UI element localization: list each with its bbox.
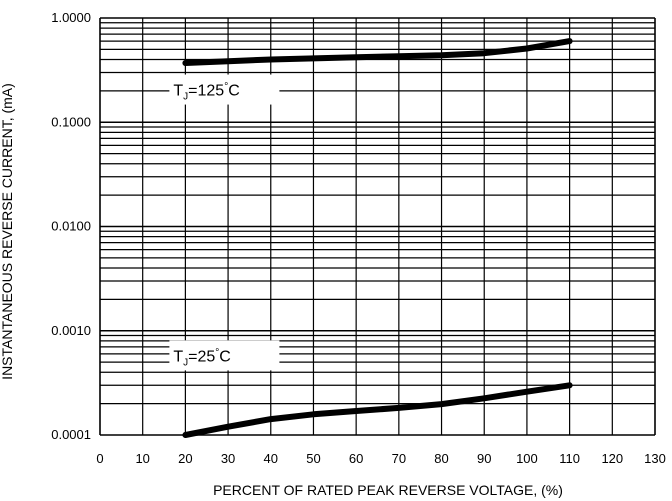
annotation-unit: C — [219, 348, 231, 365]
annotation-rest: =25 — [188, 348, 215, 365]
annotation-label: TJ=125°C — [173, 82, 239, 103]
annotation-deg: ° — [224, 82, 228, 93]
annotation-label: TJ=25°C — [173, 347, 230, 368]
y-tick-label: 0.0001 — [51, 427, 91, 442]
annotation-sub: J — [183, 357, 188, 368]
x-tick-label: 90 — [477, 451, 491, 466]
annotation-box — [169, 74, 280, 105]
y-tick-label: 0.0100 — [51, 219, 91, 234]
x-tick-label: 70 — [392, 451, 406, 466]
annotation-main: T — [173, 348, 183, 365]
x-tick-label: 30 — [221, 451, 235, 466]
annotation-sub: J — [183, 92, 188, 103]
x-tick-label: 120 — [601, 451, 623, 466]
y-tick-label: 0.1000 — [51, 114, 91, 129]
tick-labels: 0 10 20 30 40 50 60 70 80 90 100 110 120 130 0.0001 0.0… — [51, 10, 666, 466]
annotations: TJ=125°CTJ=25°C — [169, 74, 280, 371]
y-tick-label: 1.0000 — [51, 10, 91, 25]
series-line-0 — [182, 38, 573, 66]
x-tick-label: 0 — [96, 451, 103, 466]
x-axis-label: PERCENT OF RATED PEAK REVERSE VOLTAGE, (… — [213, 482, 563, 498]
x-tick-label: 130 — [644, 451, 666, 466]
y-tick-label: 0.0010 — [51, 323, 91, 338]
annotation-unit: C — [228, 83, 240, 100]
annotation-rest: =125 — [188, 83, 224, 100]
annotation-box — [169, 340, 280, 371]
x-tick-label: 60 — [349, 451, 363, 466]
x-tick-label: 10 — [135, 451, 149, 466]
x-tick-label: 50 — [306, 451, 320, 466]
x-tick-label: 80 — [434, 451, 448, 466]
x-tick-label: 20 — [178, 451, 192, 466]
y-axis-label: INSTANTANEOUS REVERSE CURRENT, (mA) — [0, 83, 15, 380]
x-tick-label: 40 — [264, 451, 278, 466]
series-line-1 — [182, 382, 573, 438]
series-group — [182, 38, 573, 438]
annotation-deg: ° — [215, 347, 219, 358]
x-tick-label: 100 — [516, 451, 538, 466]
annotation-main: T — [173, 83, 183, 100]
x-tick-label: 110 — [559, 451, 580, 466]
